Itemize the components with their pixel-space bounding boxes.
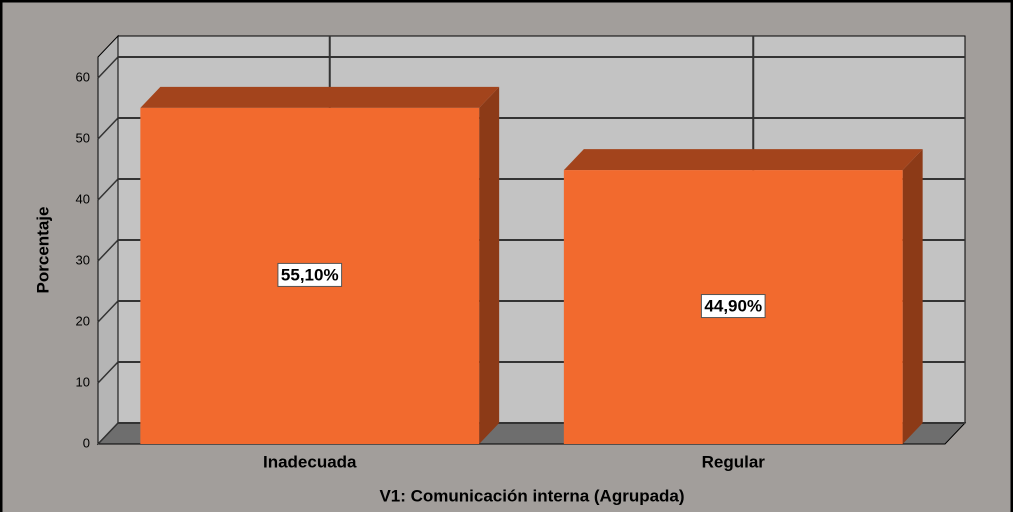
y-tick-label: 40 (76, 191, 90, 206)
y-tick-label: 10 (76, 374, 90, 389)
data-label: 55,10% (281, 265, 339, 284)
grid-line-side (97, 117, 119, 140)
bars: 55,10% 44,90% (140, 86, 923, 445)
y-tick-label: 60 (76, 69, 90, 84)
grid-line-side (97, 239, 119, 262)
x-tick-label: Regular (702, 452, 766, 471)
y-tick-label: 50 (76, 130, 90, 145)
grid-line-side (97, 422, 119, 445)
y-axis-title: Porcentaje (33, 207, 52, 294)
grid-line-side (97, 361, 119, 384)
bar-top (140, 86, 500, 108)
grid-line-side (97, 178, 119, 201)
y-tick-label: 30 (76, 252, 90, 267)
x-tick-label: Inadecuada (263, 452, 357, 471)
grid-line-side (97, 56, 119, 79)
x-axis-title: V1: Comunicación interna (Agrupada) (379, 486, 684, 505)
data-label-box (277, 262, 343, 287)
bar-top (563, 149, 923, 171)
bar-side (902, 149, 923, 445)
y-tick-label: 0 (83, 435, 90, 450)
left-wall (97, 34, 119, 446)
grid-line-side (97, 300, 119, 323)
bar-side (479, 86, 500, 444)
data-label-box (700, 294, 766, 319)
data-label: 44,90% (704, 297, 762, 316)
y-tick-label: 20 (76, 313, 90, 328)
